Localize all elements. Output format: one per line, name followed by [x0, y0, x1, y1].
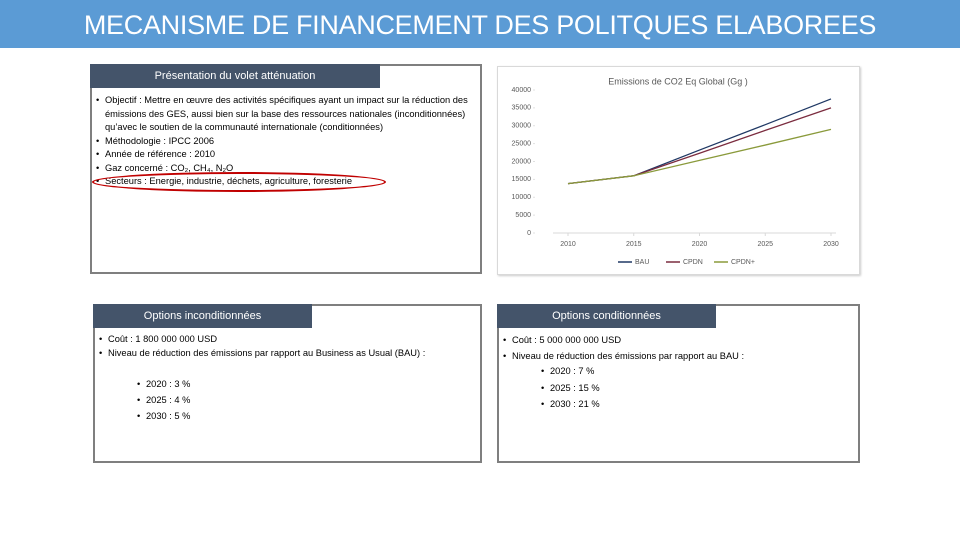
- bullet: Niveau de réduction des émissions par ra…: [99, 346, 439, 360]
- bullet: 2020 : 3 %: [137, 378, 190, 392]
- bullet: Coût : 5 000 000 000 USD: [503, 332, 858, 348]
- conditional-panel: Options conditionnées Coût : 5 000 000 0…: [497, 304, 860, 463]
- panel-title: Options inconditionnées: [93, 304, 312, 328]
- sub-bullet-list: 2020 : 7 % 2025 : 15 % 2030 : 21 %: [503, 364, 600, 414]
- chart: Emissions de CO2 Eq Global (Gg ) 0 5000 10…: [512, 76, 839, 266]
- series-line: [567, 98, 832, 185]
- bullet: 2030 : 21 %: [541, 397, 600, 411]
- bullet-list: Coût : 5 000 000 000 USDNiveau de réduct…: [503, 332, 858, 364]
- x-tick-label: 2010: [560, 241, 576, 248]
- y-tick-label: 10000: [512, 194, 532, 201]
- legend-label: BAU: [635, 259, 649, 266]
- bullet: 2020 : 7 %: [541, 364, 600, 378]
- bullet: 2025 : 15 %: [541, 381, 600, 395]
- bullet: 2030 : 5 %: [137, 410, 190, 424]
- bullet: Secteurs : Energie, industrie, déchets, …: [92, 172, 478, 192]
- sub-bullet-list: 2020 : 3 % 2025 : 4 % 2030 : 5 %: [99, 378, 190, 426]
- y-tick-label: 0: [527, 230, 531, 237]
- x-tick-label: 2020: [692, 241, 708, 248]
- chart-frame: Emissions de CO2 Eq Global (Gg ) 0 5000 10…: [497, 66, 860, 275]
- bullet: Objectif : Mettre en œuvre des activités…: [96, 94, 478, 135]
- y-tick-label: 20000: [512, 158, 532, 165]
- y-tick-label: 25000: [512, 140, 532, 147]
- unconditional-panel: Options inconditionnées Coût : 1 800 000…: [93, 304, 482, 463]
- bullet: Méthodologie : IPCC 2006: [96, 135, 478, 149]
- bullet: Année de référence : 2010: [96, 148, 478, 162]
- y-tick-label: 30000: [512, 123, 532, 130]
- attenuation-panel: Présentation du volet atténuation Object…: [90, 64, 482, 274]
- chart-title: Emissions de CO2 Eq Global (Gg ): [608, 76, 748, 86]
- slide-title: MECANISME DE FINANCEMENT DES POLITQUES E…: [83, 10, 877, 40]
- y-tick-label: 5000: [515, 212, 531, 219]
- x-tick-label: 2025: [757, 241, 773, 248]
- x-tick-label: 2030: [823, 241, 839, 248]
- y-tick-label: 15000: [512, 176, 532, 183]
- bullet: Niveau de réduction des émissions par ra…: [503, 348, 858, 364]
- bullet: Gaz concerné : CO₂, CH₄, N₂O: [96, 162, 478, 176]
- panel-title: Présentation du volet atténuation: [90, 64, 380, 88]
- bullet-list: Coût : 1 800 000 000 USDNiveau de réduct…: [99, 332, 439, 360]
- legend-label: CPDN: [683, 259, 703, 266]
- panel-title: Options conditionnées: [497, 304, 716, 328]
- series-line: [567, 128, 832, 185]
- series-line: [567, 107, 832, 185]
- bullet: Coût : 1 800 000 000 USD: [99, 332, 439, 346]
- y-tick-label: 35000: [512, 105, 532, 112]
- legend-label: CPDN+: [731, 259, 755, 266]
- title-bar: MECANISME DE FINANCEMENT DES POLITQUES E…: [0, 0, 960, 48]
- x-tick-label: 2015: [626, 241, 642, 248]
- bullet-list: Objectif : Mettre en œuvre des activités…: [92, 94, 478, 192]
- bullet: 2025 : 4 %: [137, 394, 190, 408]
- y-tick-label: 40000: [512, 87, 532, 94]
